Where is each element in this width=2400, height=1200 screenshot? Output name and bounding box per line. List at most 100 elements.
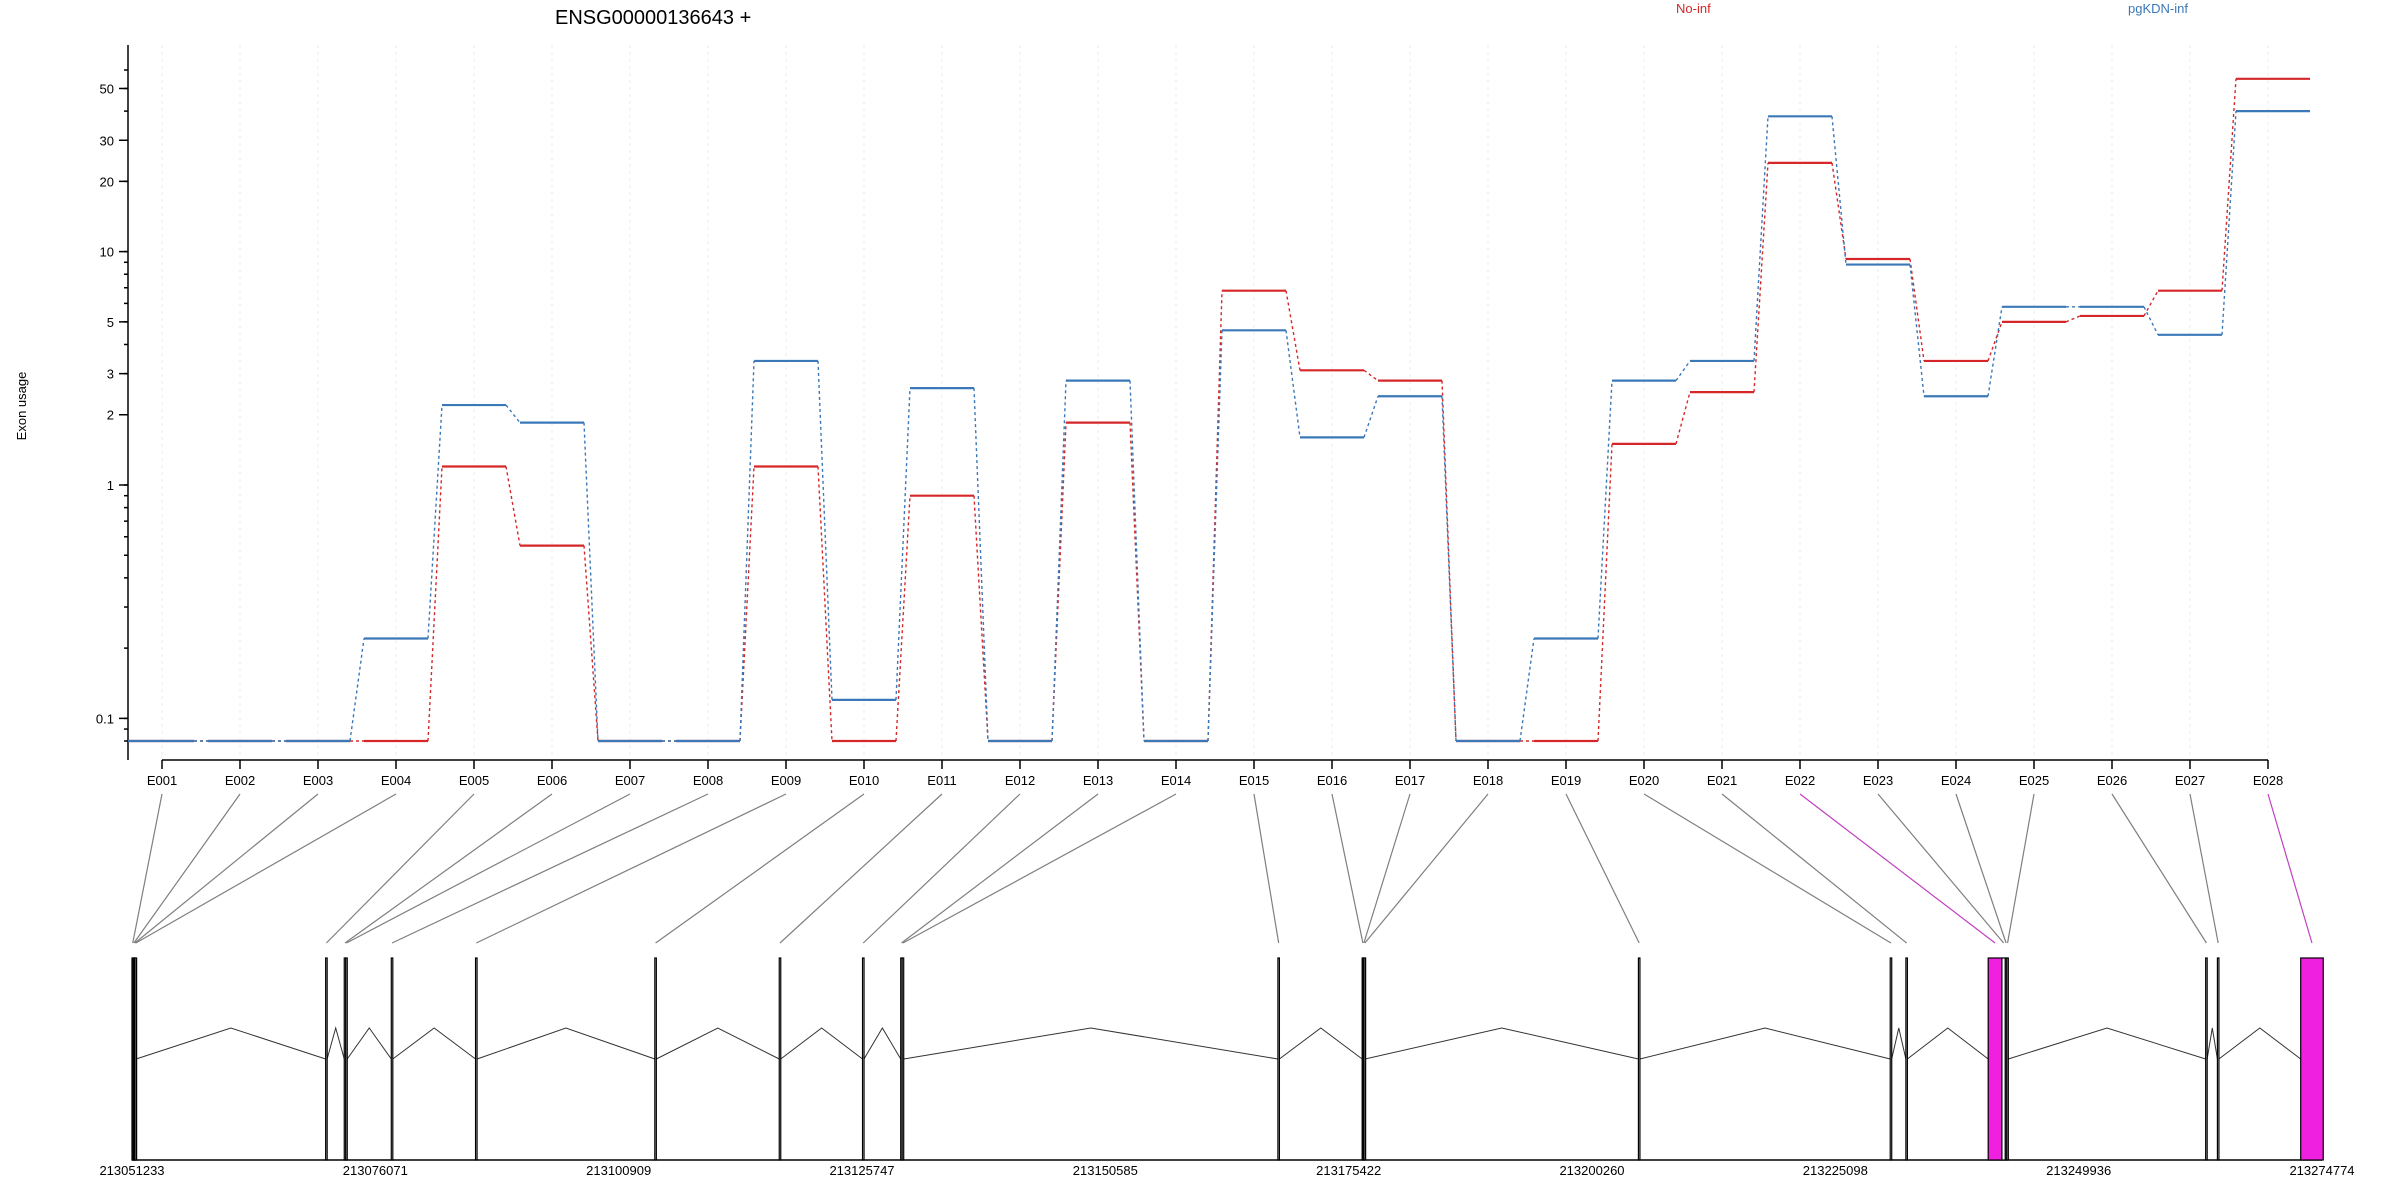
exon-connector-e016 — [1331, 793, 1364, 944]
connector-no-inf — [583, 545, 599, 742]
y-tick-label: 2 — [107, 408, 114, 423]
connector-pgkdn-inf — [1363, 396, 1379, 438]
y-tick-label: 10 — [100, 245, 114, 260]
exon-connector-e021 — [1721, 793, 1908, 944]
x-tick-label-e020: E020 — [1629, 773, 1659, 788]
x-tick-label-e006: E006 — [537, 773, 567, 788]
connector-no-inf — [817, 466, 833, 742]
exon-connector-e001 — [132, 793, 163, 944]
x-tick-label-e005: E005 — [459, 773, 489, 788]
intron-line — [326, 1026, 345, 1060]
genomic-tick-label: 213225098 — [1803, 1163, 1868, 1178]
intron-line — [780, 1027, 863, 1060]
exon-connector-e023 — [1877, 793, 2005, 944]
intron-line — [2218, 1027, 2302, 1060]
x-tick-label-e023: E023 — [1863, 773, 1893, 788]
genomic-tick-label: 213051233 — [99, 1163, 164, 1178]
genomic-tick-label: 213125747 — [829, 1163, 894, 1178]
connector-pgkdn-inf — [349, 638, 365, 742]
x-tick-label-e028: E028 — [2253, 773, 2283, 788]
connector-no-inf — [1753, 162, 1769, 393]
exon-connector-e008 — [391, 793, 709, 944]
exon-box-e021 — [1905, 957, 1908, 1161]
y-tick-label: 0.1 — [96, 711, 114, 726]
intron-line — [1891, 1027, 1907, 1060]
chart-title: ENSG00000136643 + — [555, 7, 751, 29]
series-layer — [128, 77, 2310, 743]
connector-no-inf — [973, 495, 989, 742]
y-tick-label: 30 — [100, 133, 114, 148]
exon-connector-e002 — [133, 793, 241, 944]
exon-box-e020 — [1889, 957, 1893, 1161]
connector-pgkdn-inf — [1129, 380, 1145, 742]
exon-connector-e003 — [134, 793, 319, 944]
x-tick-label-e007: E007 — [615, 773, 645, 788]
axes: 0.1 1 2 3 5 10 20 30 50 E001 E002 E003 E004 E005 E006 E… — [96, 45, 2283, 788]
x-tick-label-e018: E018 — [1473, 773, 1503, 788]
exon-connector-e022 — [1799, 793, 1996, 944]
exon-connector-e026 — [2111, 793, 2207, 944]
x-tick-label-e015: E015 — [1239, 773, 1269, 788]
exon-connectors — [132, 793, 2313, 944]
exon-connector-e010 — [655, 793, 865, 944]
connector-pgkdn-inf — [1753, 116, 1769, 361]
connector-pgkdn-inf — [817, 360, 833, 700]
connector-pgkdn-inf — [1051, 380, 1067, 742]
x-tick-label-e012: E012 — [1005, 773, 1035, 788]
connector-no-inf — [1597, 443, 1613, 742]
x-tick-label-e016: E016 — [1317, 773, 1347, 788]
y-tick-label: 50 — [100, 81, 114, 96]
x-tick-label-e011: E011 — [927, 773, 956, 788]
connector-no-inf — [1987, 321, 2003, 362]
y-tick-label: 3 — [107, 367, 114, 382]
exon-connector-e027 — [2189, 793, 2219, 944]
y-tick-label: 1 — [107, 478, 114, 493]
exon-box-e008 — [390, 957, 394, 1161]
exon-connector-e005 — [325, 793, 475, 944]
intron-line — [863, 1027, 902, 1060]
connector-no-inf — [1363, 369, 1379, 382]
intron-line — [1639, 1027, 1891, 1060]
x-tick-label-e026: E026 — [2097, 773, 2127, 788]
connector-pgkdn-inf — [2143, 306, 2159, 336]
exon-connector-e020 — [1643, 793, 1892, 944]
intron-line — [346, 1027, 392, 1060]
connector-pgkdn-inf — [1831, 116, 1847, 265]
exon-box-e025 — [2006, 957, 2009, 1161]
x-tick-label-e004: E004 — [381, 773, 411, 788]
exon-box-e022 — [1987, 957, 2003, 1161]
x-tick-label-e010: E010 — [849, 773, 879, 788]
connector-pgkdn-inf — [1675, 360, 1691, 382]
connector-no-inf — [2143, 290, 2159, 317]
grid-layer — [161, 45, 2269, 760]
connector-pgkdn-inf — [739, 360, 755, 742]
genomic-tick-label: 213249936 — [2046, 1163, 2111, 1178]
connector-no-inf — [1285, 290, 1301, 371]
intron-line — [1279, 1027, 1363, 1060]
connector-no-inf — [739, 466, 755, 742]
connector-pgkdn-inf — [973, 388, 989, 742]
connector-no-inf — [427, 466, 443, 742]
connector-no-inf — [1051, 422, 1067, 742]
x-tick-label-e008: E008 — [693, 773, 723, 788]
connector-pgkdn-inf — [1207, 330, 1223, 742]
exon-box-e019 — [1637, 957, 1641, 1161]
exon-box-e014 — [901, 957, 905, 1161]
exon-connector-e025 — [2006, 793, 2035, 944]
connector-pgkdn-inf — [1987, 306, 2003, 397]
x-tick-label-e022: E022 — [1785, 773, 1815, 788]
connector-pgkdn-inf — [1519, 638, 1535, 742]
x-tick-label-e019: E019 — [1551, 773, 1581, 788]
exon-connector-e011 — [779, 793, 943, 944]
x-tick-label-e017: E017 — [1395, 773, 1425, 788]
exon-box-e027 — [2216, 957, 2220, 1161]
connector-pgkdn-inf — [2221, 111, 2237, 335]
exon-connector-e018 — [1364, 793, 1489, 944]
exon-box-e015 — [1277, 957, 1281, 1161]
exon-connector-e019 — [1565, 793, 1640, 944]
gene-model: 213051233 213076071 213100909 213125747 2131… — [99, 957, 2355, 1178]
connector-pgkdn-inf — [1285, 330, 1301, 438]
exon-box-e011 — [778, 957, 782, 1161]
exon-connector-e015 — [1253, 793, 1280, 944]
